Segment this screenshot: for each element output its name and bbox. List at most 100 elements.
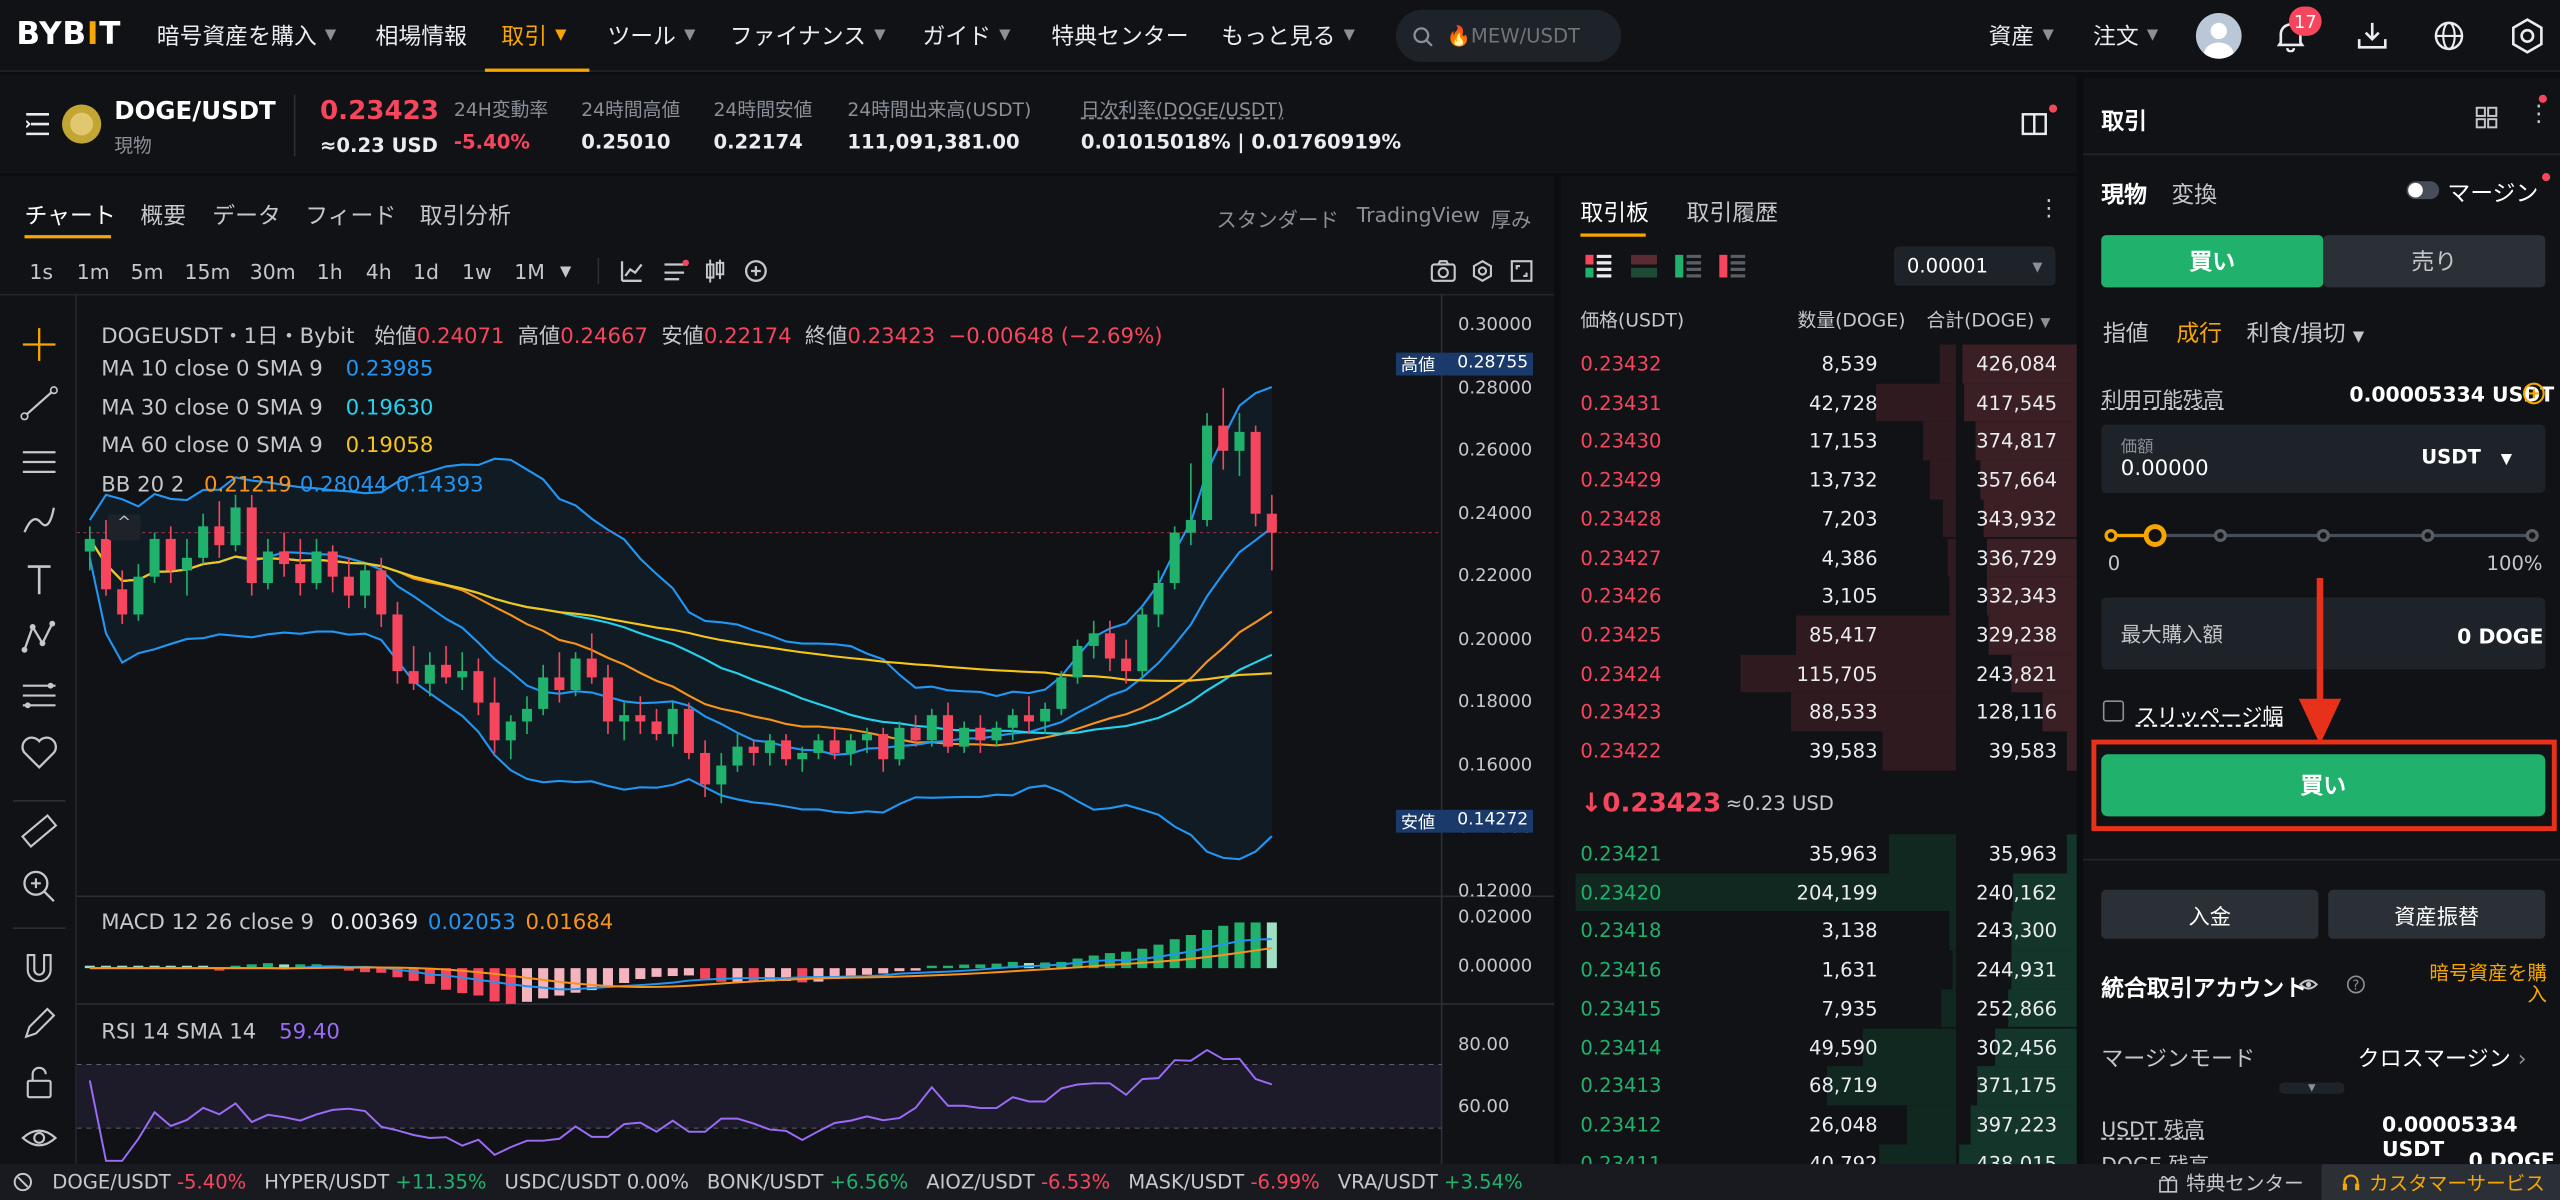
ask-row[interactable]: 0.23424 115,705 243,821 bbox=[1561, 654, 2077, 693]
timeframe-1M[interactable]: 1M bbox=[514, 259, 545, 285]
indicator-line-icon[interactable] bbox=[620, 260, 643, 283]
heart-icon[interactable] bbox=[18, 731, 60, 773]
col-header-total[interactable]: 合計(DOGE) ▼ bbox=[1927, 307, 2051, 333]
orderbook-bids-icon[interactable] bbox=[1675, 254, 1702, 278]
slider-stop[interactable] bbox=[2525, 528, 2539, 543]
settings-icon[interactable] bbox=[2508, 16, 2547, 55]
tab-trade-history[interactable]: 取引履歴 bbox=[1686, 200, 1778, 227]
buy-tab-button[interactable]: 買い bbox=[2101, 235, 2324, 288]
timeframe-1d[interactable]: 1d bbox=[413, 259, 440, 285]
nav-buy-crypto[interactable]: 暗号資産を購入 ▼ bbox=[157, 0, 336, 72]
nav-assets[interactable]: 資産 ▼ bbox=[1989, 0, 2054, 72]
bottom-ticker-item[interactable]: MASK/USDT -6.99% bbox=[1128, 1171, 1320, 1194]
timeframe-dropdown-icon[interactable]: ▼ bbox=[559, 264, 572, 281]
deposit-button[interactable]: 入金 bbox=[2101, 889, 2319, 939]
zoom-in-icon[interactable] bbox=[18, 865, 60, 907]
orderbook-asks-icon[interactable] bbox=[1719, 254, 1746, 278]
nav-rewards[interactable]: 特典センター bbox=[1051, 0, 1188, 72]
expand-handle[interactable]: ▼ bbox=[2279, 1082, 2345, 1094]
bid-row[interactable]: 0.23414 49,590 302,456 bbox=[1561, 1027, 2077, 1067]
help-icon[interactable]: ? bbox=[2346, 975, 2366, 995]
bid-row[interactable]: 0.23420 204,199 240,162 bbox=[1561, 872, 2077, 912]
bottom-ticker-item[interactable]: DOGE/USDT -5.40% bbox=[52, 1171, 246, 1194]
menu-icon[interactable] bbox=[25, 111, 52, 142]
price-input[interactable]: 価額 0.00000 USDT ▼ bbox=[2101, 424, 2546, 494]
tab-orderbook[interactable]: 取引板 bbox=[1580, 200, 1649, 227]
slider-thumb[interactable] bbox=[2143, 524, 2167, 547]
nav-guide[interactable]: ガイド ▼ bbox=[922, 0, 1010, 72]
brush-icon[interactable] bbox=[18, 500, 60, 542]
tab-feed[interactable]: フィード bbox=[305, 204, 397, 231]
stat-label[interactable]: 日次利率(DOGE/USDT) bbox=[1080, 97, 1285, 121]
globe-icon[interactable] bbox=[2429, 16, 2468, 55]
sell-tab-button[interactable]: 売り bbox=[2323, 235, 2546, 288]
margin-mode-value[interactable]: クロスマージン › bbox=[2358, 1040, 2527, 1073]
fib-icon[interactable] bbox=[18, 676, 60, 718]
camera-icon[interactable] bbox=[1430, 260, 1456, 283]
layout-icon[interactable] bbox=[2021, 111, 2047, 142]
precision-select[interactable]: 0.00001 ▼ bbox=[1893, 246, 2056, 286]
slider-stop[interactable] bbox=[2104, 528, 2118, 543]
nav-markets[interactable]: 相場情報 bbox=[376, 0, 467, 72]
trend-line-icon[interactable] bbox=[18, 382, 60, 424]
ask-row[interactable]: 0.23422 39,583 39,583 bbox=[1561, 731, 2077, 771]
mode-spot[interactable]: 現物 bbox=[2101, 182, 2147, 209]
magnet-icon[interactable] bbox=[18, 947, 60, 989]
tab-overview[interactable]: 概要 bbox=[140, 204, 187, 231]
ask-row[interactable]: 0.23427 4,386 336,729 bbox=[1561, 537, 2077, 577]
nav-trade[interactable]: 取引 ▼ bbox=[484, 0, 590, 72]
bottom-ticker-item[interactable]: AIOZ/USDT -6.53% bbox=[926, 1171, 1110, 1194]
pattern-icon[interactable] bbox=[18, 617, 60, 659]
ask-row[interactable]: 0.23430 17,153 374,817 bbox=[1561, 421, 2077, 461]
tab-trade-analysis[interactable]: 取引分析 bbox=[419, 204, 512, 231]
bybit-logo[interactable]: BYBIT bbox=[16, 16, 122, 53]
eye-icon[interactable] bbox=[18, 1117, 60, 1159]
buy-crypto-link[interactable]: 暗号資産を購入 bbox=[2429, 961, 2547, 1006]
timeframe-1h[interactable]: 1h bbox=[316, 259, 343, 285]
search-input[interactable]: 🔥MEW/USDT bbox=[1395, 9, 1622, 63]
more-icon[interactable]: ⋮ bbox=[2037, 195, 2061, 223]
ask-row[interactable]: 0.23432 8,539 426,084 bbox=[1561, 344, 2077, 384]
collapse-legend-icon[interactable]: ^ bbox=[107, 514, 141, 541]
slider-stop[interactable] bbox=[2316, 528, 2330, 543]
text-icon[interactable] bbox=[18, 558, 60, 600]
order-type-limit[interactable]: 指値 bbox=[2102, 321, 2149, 348]
bid-row[interactable]: 0.23418 3,138 243,300 bbox=[1561, 911, 2077, 951]
nav-more[interactable]: もっと見る ▼ bbox=[1221, 0, 1355, 72]
view-depth[interactable]: 厚み bbox=[1490, 207, 1532, 232]
bottom-ticker-item[interactable]: USDC/USDT 0.00% bbox=[505, 1171, 689, 1194]
timeframe-4h[interactable]: 4h bbox=[365, 259, 392, 285]
bottom-ticker-item[interactable]: VRA/USDT +3.54% bbox=[1338, 1171, 1523, 1194]
indicator-settings-icon[interactable] bbox=[663, 259, 689, 283]
eye-icon[interactable] bbox=[2299, 976, 2319, 992]
timeframe-30m[interactable]: 30m bbox=[249, 259, 296, 285]
lock-icon[interactable] bbox=[18, 1061, 60, 1103]
mode-convert[interactable]: 変換 bbox=[2171, 182, 2218, 209]
candle-type-icon[interactable] bbox=[704, 258, 727, 284]
bid-row[interactable]: 0.23413 68,719 371,175 bbox=[1561, 1066, 2077, 1106]
ask-row[interactable]: 0.23426 3,105 332,343 bbox=[1561, 576, 2077, 616]
ask-row[interactable]: 0.23429 13,732 357,664 bbox=[1561, 460, 2077, 500]
customer-service-button[interactable]: カスタマーサービス bbox=[2321, 1164, 2560, 1200]
currency-select[interactable]: USDT ▼ bbox=[2421, 446, 2512, 469]
nav-finance[interactable]: ファイナンス ▼ bbox=[730, 0, 886, 72]
chart-settings-icon[interactable] bbox=[1471, 259, 1494, 283]
fullscreen-icon[interactable] bbox=[1510, 260, 1533, 283]
ask-row[interactable]: 0.23428 7,203 343,932 bbox=[1561, 499, 2077, 538]
timeframe-1w[interactable]: 1w bbox=[462, 259, 492, 285]
order-type-market[interactable]: 成行 bbox=[2176, 321, 2223, 348]
ask-row[interactable]: 0.23431 42,728 417,545 bbox=[1561, 383, 2077, 422]
ruler-icon[interactable] bbox=[18, 810, 60, 852]
slider-stop[interactable] bbox=[2421, 528, 2435, 543]
bid-row[interactable]: 0.23416 1,631 244,931 bbox=[1561, 950, 2077, 990]
bid-row[interactable]: 0.23421 35,963 35,963 bbox=[1561, 834, 2077, 873]
grid-icon[interactable] bbox=[2475, 106, 2498, 129]
nav-tools[interactable]: ツール ▼ bbox=[607, 0, 695, 72]
slippage-checkbox[interactable] bbox=[2102, 700, 2125, 722]
tab-chart[interactable]: チャート bbox=[24, 204, 116, 231]
symbol-name[interactable]: DOGE/USDT bbox=[114, 96, 276, 126]
pencil-lock-icon[interactable] bbox=[18, 1002, 60, 1044]
ask-row[interactable]: 0.23423 88,533 128,116 bbox=[1561, 692, 2077, 732]
slider-stop[interactable] bbox=[2213, 528, 2227, 543]
order-type-tpsl[interactable]: 利食/損切 ▼ bbox=[2247, 317, 2365, 350]
